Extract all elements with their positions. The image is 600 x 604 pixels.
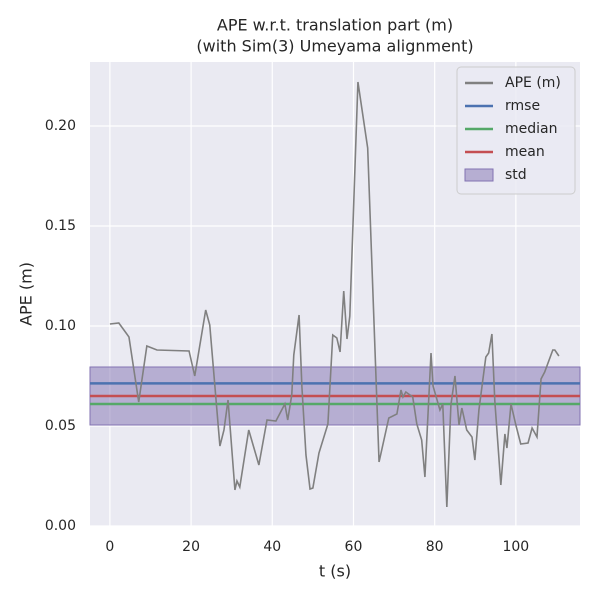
x-tick-label: 20 bbox=[182, 539, 200, 555]
x-tick-label: 60 bbox=[345, 539, 363, 555]
y-tick-label: 0.10 bbox=[45, 318, 76, 334]
y-tick-label: 0.00 bbox=[45, 518, 76, 534]
legend-label: median bbox=[505, 121, 557, 137]
y-tick-label: 0.20 bbox=[45, 118, 76, 134]
y-tick-label: 0.15 bbox=[45, 218, 76, 234]
chart-title: APE w.r.t. translation part (m) bbox=[217, 16, 453, 35]
x-tick-label: 0 bbox=[105, 539, 114, 555]
x-tick-label: 80 bbox=[426, 539, 444, 555]
x-axis-label: t (s) bbox=[319, 562, 351, 581]
data-line bbox=[109, 81, 560, 508]
legend-label: std bbox=[505, 167, 527, 183]
x-tick-label: 40 bbox=[263, 539, 281, 555]
legend-label: mean bbox=[505, 144, 545, 160]
x-tick-label: 100 bbox=[502, 539, 529, 555]
legend-patch bbox=[464, 168, 494, 182]
y-axis-label: APE (m) bbox=[17, 262, 36, 326]
y-tick-label: 0.05 bbox=[45, 418, 76, 434]
legend-label: rmse bbox=[505, 98, 540, 114]
chart-subtitle: (with Sim(3) Umeyama alignment) bbox=[196, 37, 473, 56]
legend-label: APE (m) bbox=[505, 75, 561, 91]
legend-box bbox=[456, 66, 576, 195]
